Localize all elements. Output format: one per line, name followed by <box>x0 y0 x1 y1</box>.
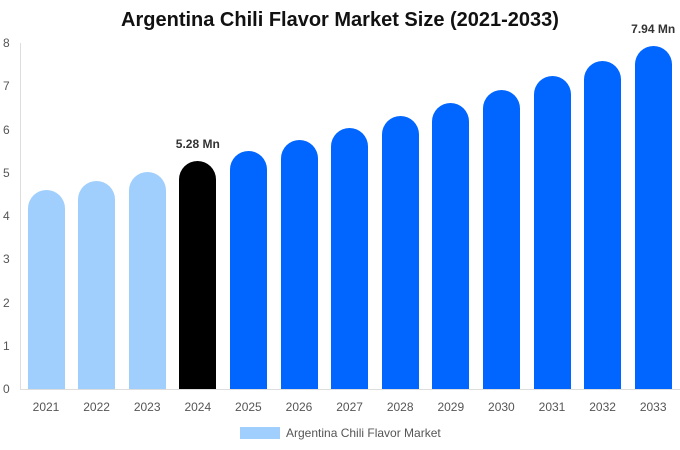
plot-area <box>20 43 680 389</box>
x-tick: 2031 <box>538 400 566 414</box>
y-tick: 7 <box>3 79 10 94</box>
x-tick: 2023 <box>133 400 161 414</box>
data-label: 7.94 Mn <box>631 21 676 36</box>
y-tick: 1 <box>3 338 10 353</box>
bar-2030[interactable] <box>482 90 520 389</box>
y-tick: 2 <box>3 295 10 310</box>
x-tick: 2021 <box>32 400 60 414</box>
legend-label: Argentina Chili Flavor Market <box>286 426 441 440</box>
bar-2021[interactable] <box>27 190 65 389</box>
bar-2032[interactable] <box>584 61 622 389</box>
x-tick: 2026 <box>285 400 313 414</box>
y-axis-line <box>20 43 21 389</box>
bar-2026[interactable] <box>280 139 318 389</box>
bar-2033[interactable] <box>634 45 672 389</box>
y-tick: 5 <box>3 165 10 180</box>
y-tick: 6 <box>3 122 10 137</box>
y-tick: 3 <box>3 252 10 267</box>
bar-2029[interactable] <box>432 103 470 389</box>
x-tick: 2022 <box>83 400 110 414</box>
x-tick: 2033 <box>639 400 667 414</box>
bar-2028[interactable] <box>381 116 419 389</box>
x-tick: 2027 <box>336 400 363 414</box>
data-label: 5.28 Mn <box>175 136 220 151</box>
y-tick: 0 <box>3 382 10 396</box>
legend-swatch <box>240 427 280 439</box>
legend[interactable]: Argentina Chili Flavor Market <box>240 426 441 440</box>
bar-2024[interactable] <box>179 160 217 389</box>
x-axis-line <box>20 389 680 390</box>
chart-title: Argentina Chili Flavor Market Size (2021… <box>121 9 559 31</box>
x-tick: 2030 <box>488 400 515 414</box>
bar-2025[interactable] <box>229 151 267 389</box>
x-tick: 2025 <box>235 400 262 414</box>
y-tick: 4 <box>3 209 10 223</box>
y-tick: 8 <box>3 36 10 50</box>
bar-2023[interactable] <box>128 171 166 389</box>
bar-2022[interactable] <box>78 180 116 389</box>
bar-2027[interactable] <box>331 128 369 389</box>
x-tick: 2032 <box>589 400 616 414</box>
bar-2031[interactable] <box>533 75 571 389</box>
x-tick: 2029 <box>437 400 465 414</box>
x-tick: 2028 <box>386 400 414 414</box>
x-tick: 2024 <box>184 400 212 414</box>
